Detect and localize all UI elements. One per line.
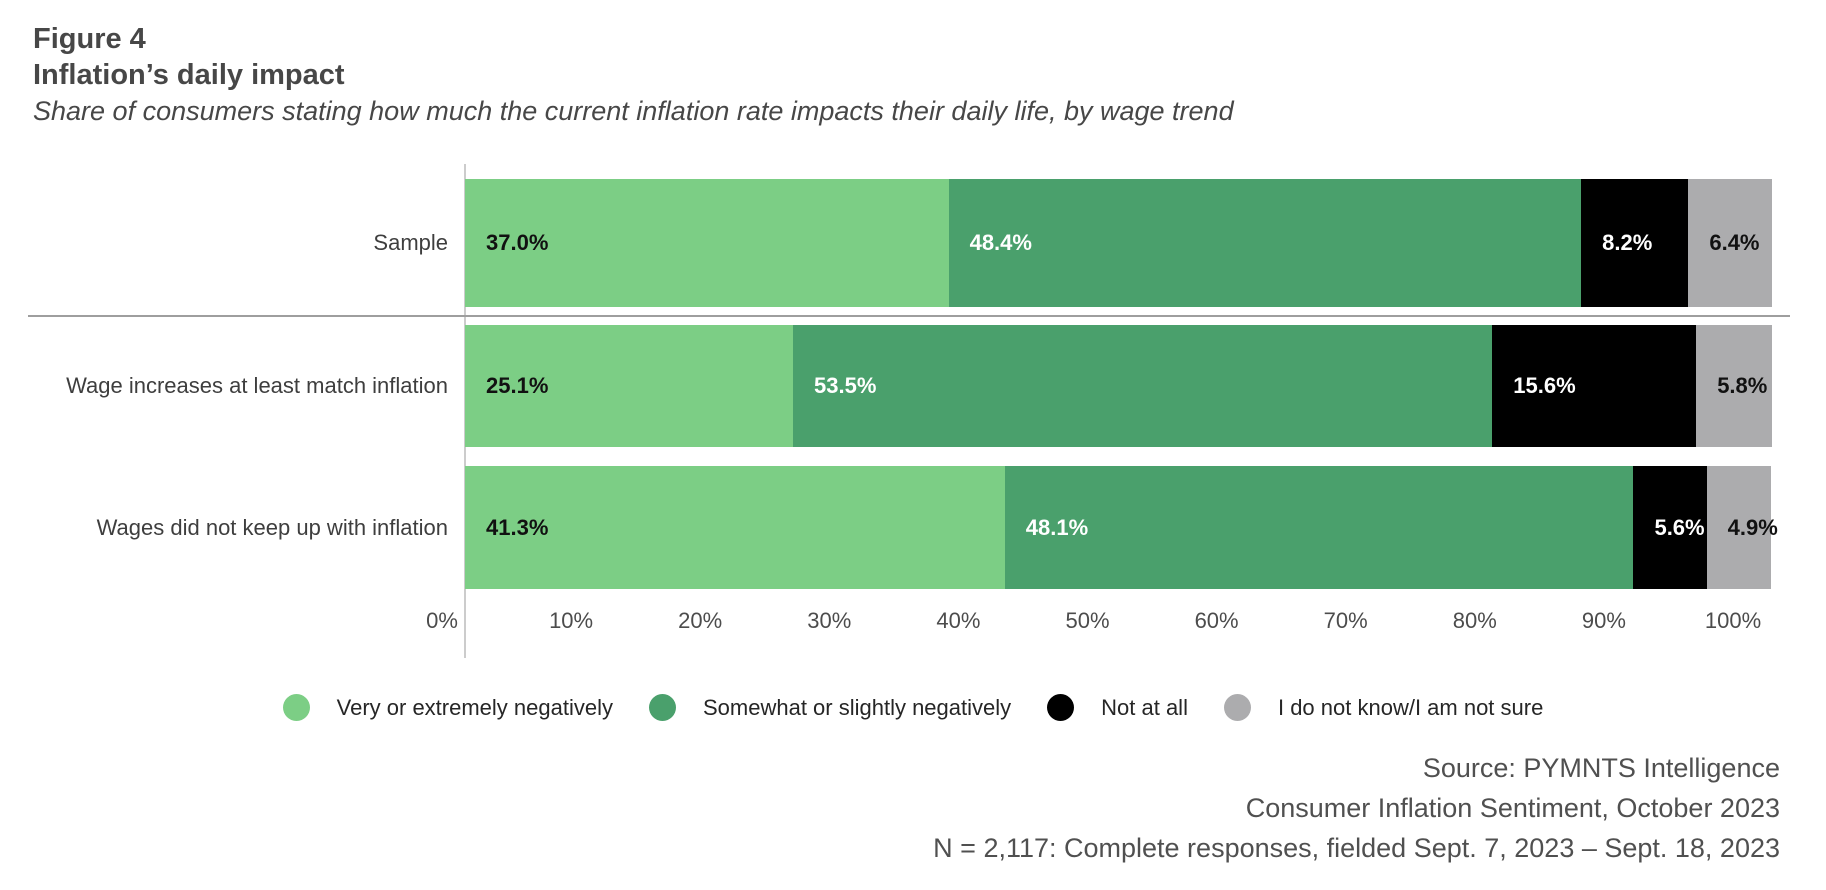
segment-not-at-all: 5.6% [1633,466,1707,589]
source-line: Source: PYMNTS Intelligence [1422,753,1780,783]
segment-very-or-extremely-negatively: 41.3% [465,466,1005,589]
value-label: 5.8% [1717,373,1768,398]
legend-swatch-icon [1047,694,1075,721]
source-line: Consumer Inflation Sentiment, October 20… [1245,793,1780,823]
value-label: 41.3% [486,514,549,540]
value-label: 8.2% [1602,230,1653,255]
legend: Very or extremely negatively Somewhat or … [0,694,1826,721]
source-line: N = 2,117: Complete responses, fielded S… [933,833,1780,863]
segment-not-at-all: 8.2% [1581,179,1689,307]
figure-subtitle: Share of consumers stating how much the … [33,96,1234,126]
value-label: 53.5% [814,373,877,398]
row-label-sample: Sample [373,230,448,255]
segment-very-or-extremely-negatively: 37.0% [465,179,949,307]
value-label: 6.4% [1709,230,1760,255]
figure-label: Figure 4 [33,23,146,55]
value-label: 25.1% [486,373,549,398]
x-tick-100: 100% [1704,608,1762,633]
x-tick-80: 80% [1452,608,1497,633]
x-tick-40: 40% [936,608,981,633]
stacked-bar-sample: 37.0% 48.4% 8.2% 6.4% [465,179,1772,307]
x-tick-90: 90% [1581,608,1626,633]
legend-item-very-or-extremely-negatively: Very or extremely negatively [282,694,613,721]
segment-i-do-not-know-i-am-not-sure: 6.4% [1688,179,1772,307]
legend-item-not-at-all: Not at all [1047,694,1188,721]
segment-i-do-not-know-i-am-not-sure: 4.9% [1706,466,1778,589]
segment-somewhat-or-slightly-negatively: 48.1% [1004,466,1634,589]
value-label: 37.0% [486,230,549,255]
x-axis-ticks: 0% 10% 20% 30% 40% 50% 60% 70% 80% 90% 100% [426,604,1761,638]
segment-very-or-extremely-negatively: 25.1% [465,325,794,447]
stacked-bar-wages-did-not-keep-up-with-inflation: 41.3% 48.1% 5.6% 4.9% [465,466,1778,589]
legend-swatch-icon [1223,694,1251,721]
x-tick-50: 50% [1065,608,1110,633]
x-tick-20: 20% [678,608,723,633]
stacked-bar-wage-increases-at-least-match-inflation: 25.1% 53.5% 15.6% 5.8% [465,325,1772,447]
value-label: 48.4% [969,230,1032,255]
segment-somewhat-or-slightly-negatively: 53.5% [793,325,1493,447]
legend-label: Not at all [1101,694,1188,720]
legend-swatch-icon [282,694,310,721]
value-label: 4.9% [1727,514,1778,540]
x-tick-70: 70% [1323,608,1368,633]
x-tick-60: 60% [1194,608,1239,633]
legend-swatch-icon [648,694,676,721]
x-tick-10: 10% [549,608,594,633]
row-label-wages-did-not-keep-up-with-inflation: Wages did not keep up with inflation [96,514,448,540]
source-note: Source: PYMNTS Intelligence Consumer Inf… [933,748,1780,868]
x-tick-0: 0% [426,608,458,633]
legend-label: Very or extremely negatively [336,694,613,720]
legend-label: Somewhat or slightly negatively [702,694,1012,720]
page-title: Inflation’s daily impact [33,59,345,91]
segment-i-do-not-know-i-am-not-sure: 5.8% [1696,325,1772,447]
legend-item-somewhat-or-slightly-negatively: Somewhat or slightly negatively [648,694,1012,721]
value-label: 5.6% [1654,514,1705,540]
legend-label: I do not know/I am not sure [1277,694,1544,720]
sample-separator-line [28,315,1790,317]
segment-not-at-all: 15.6% [1492,325,1697,447]
segment-somewhat-or-slightly-negatively: 48.4% [948,179,1582,307]
value-label: 48.1% [1025,514,1089,540]
value-label: 15.6% [1513,373,1576,398]
x-tick-30: 30% [807,608,852,633]
legend-item-i-do-not-know-i-am-not-sure: I do not know/I am not sure [1223,694,1544,721]
row-label-wage-increases-at-least-match-inflation: Wage increases at least match inflation [66,373,448,398]
